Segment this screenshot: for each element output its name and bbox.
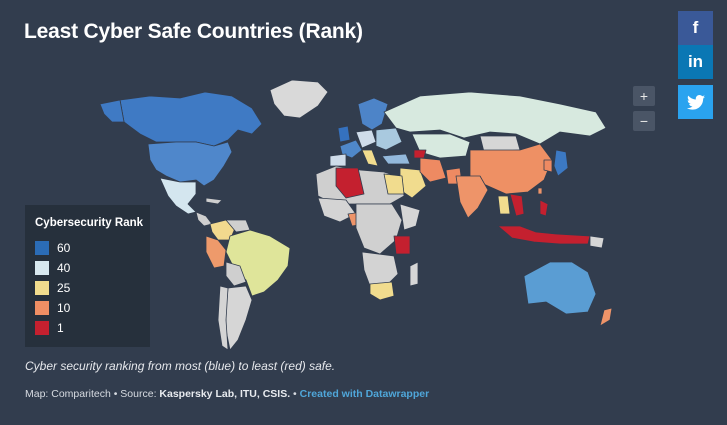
country-turkey [381,153,411,165]
country-taiwan [537,187,543,195]
facebook-share-button[interactable]: f [678,11,713,45]
legend-panel: Cybersecurity Rank 60 40 25 10 1 [25,205,150,347]
legend-item: 40 [35,261,70,275]
legend-item: 25 [35,281,70,295]
country-greenland [269,79,329,119]
map-credit: Map: Comparitech • Source: [25,388,160,400]
source-list: Kaspersky Lab, ITU, CSIS. [159,388,291,400]
country-mexico [159,177,197,215]
country-india [455,175,489,219]
country-madagascar [409,261,419,287]
page-title: Least Cyber Safe Countries (Rank) [24,20,363,43]
country-new-zealand [599,307,613,327]
footer: Map: Comparitech • Source: Kaspersky Lab… [25,388,429,400]
country-southern-africa [361,251,399,289]
country-brazil [225,229,291,297]
country-bolivia [225,261,247,287]
legend-label: 25 [57,281,71,295]
country-vietnam [509,193,525,217]
legend-label: 60 [57,241,71,255]
country-central-africa [355,203,403,255]
country-spain [329,153,347,167]
country-japan [553,149,569,177]
country-egypt [383,173,405,195]
country-iran [419,157,447,183]
country-italy [361,149,379,167]
legend-swatch [35,301,49,315]
country-thailand [497,195,511,215]
country-philippines [539,199,549,217]
country-west-africa [317,197,357,223]
twitter-icon [686,94,705,110]
country-canada [119,91,263,147]
legend-swatch [35,321,49,335]
facebook-icon: f [692,18,699,37]
country-uk [337,125,351,143]
legend-swatch [35,261,49,275]
country-indonesia [497,225,591,245]
country-png [589,235,605,249]
country-russia [383,91,607,145]
legend-swatch [35,241,49,255]
legend-title: Cybersecurity Rank [35,217,144,229]
map-caption: Cyber security ranking from most (blue) … [25,359,336,373]
zoom-in-button[interactable]: + [633,86,655,106]
country-australia [523,261,597,315]
country-central-america [195,211,213,227]
country-tanzania [393,235,411,255]
legend-item: 1 [35,321,64,335]
country-peru [205,235,227,269]
country-usa [147,141,233,187]
country-argentina [225,285,253,351]
country-chile [217,285,229,351]
datawrapper-link[interactable]: Created with Datawrapper [299,388,430,400]
footer-separator: • [290,388,300,400]
legend-label: 1 [57,321,64,335]
linkedin-icon: in [687,52,704,71]
country-scandinavia [357,97,389,131]
country-south-africa [369,281,395,301]
country-eastern-europe [375,127,403,151]
legend-swatch [35,281,49,295]
country-east-africa [399,203,421,231]
legend-label: 10 [57,301,71,315]
country-korea [543,159,553,173]
country-caucasus [413,149,427,159]
zoom-out-button[interactable]: − [633,111,655,131]
country-algeria [335,167,365,199]
country-france [339,139,363,159]
legend-item: 60 [35,241,70,255]
twitter-share-button[interactable] [678,85,713,119]
legend-label: 40 [57,261,71,275]
country-cuba [205,197,223,205]
country-alaska [99,99,125,123]
legend-item: 10 [35,301,70,315]
linkedin-share-button[interactable]: in [678,45,713,79]
